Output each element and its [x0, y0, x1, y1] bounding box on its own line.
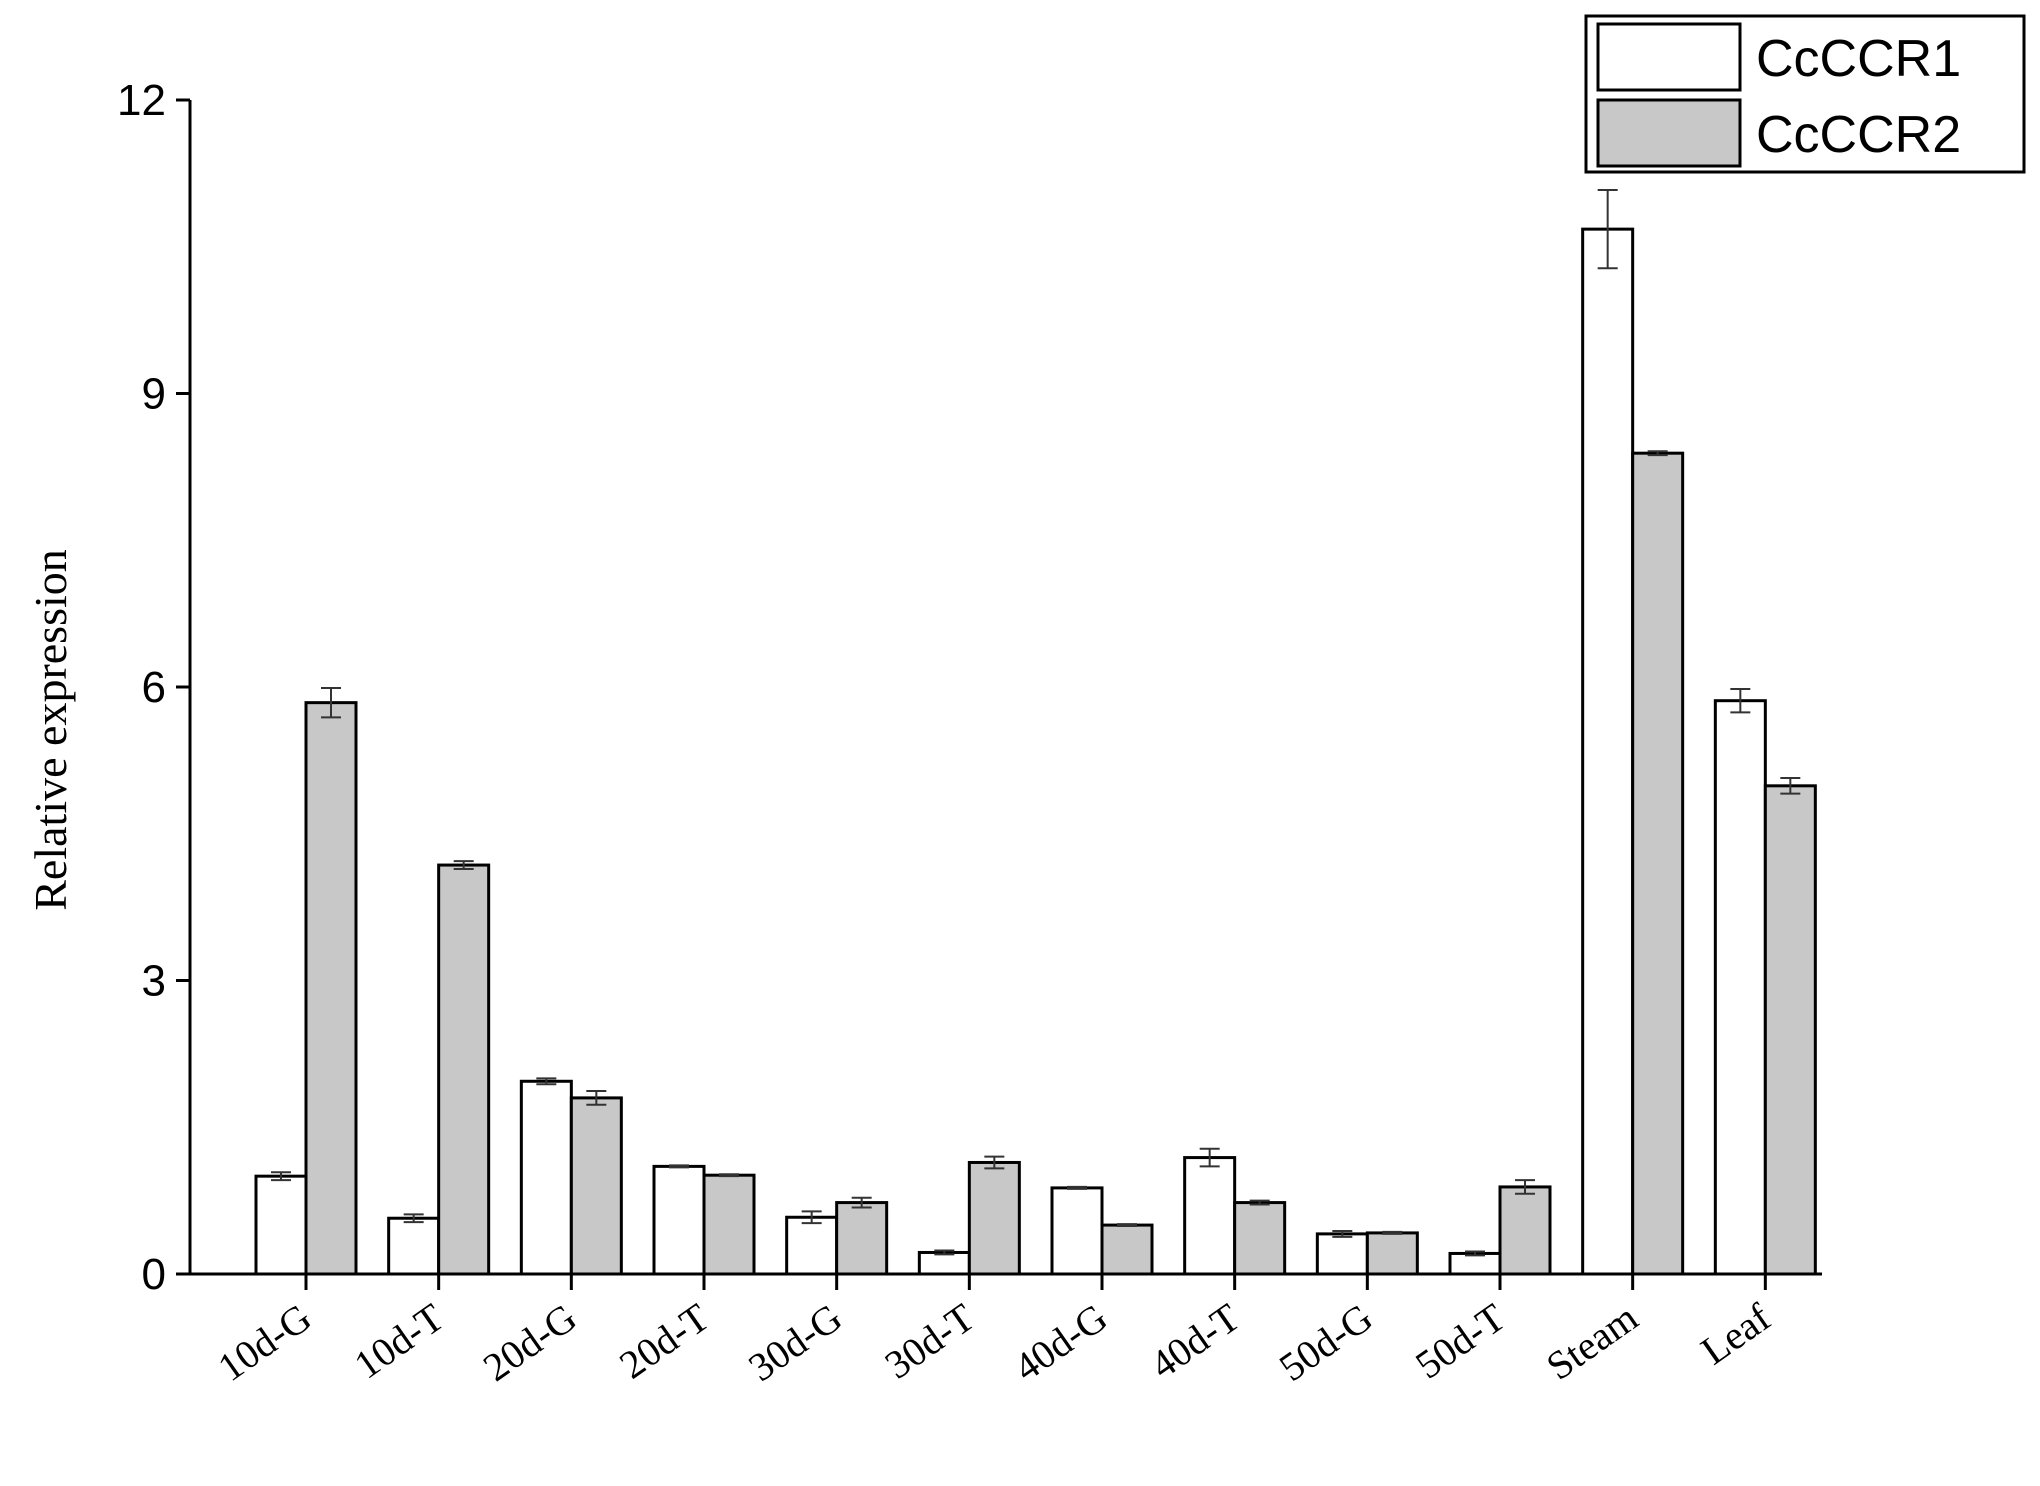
bar-ccccr2-40d-t	[1233, 1201, 1287, 1276]
plot-error-bars	[271, 189, 1801, 1257]
x-tick-label: 20d-T	[611, 1295, 717, 1388]
bar-ccccr1-30d-g	[785, 1215, 839, 1276]
error-bar	[321, 686, 341, 719]
error-bar	[453, 860, 474, 870]
error-bar	[1465, 1250, 1485, 1257]
bar-ccccr1-20d-g	[519, 1079, 573, 1276]
error-bar	[403, 1213, 424, 1224]
bar-ccccr2-20d-g	[569, 1096, 623, 1276]
y-axis-title: Relative expression	[25, 549, 76, 911]
error-bar	[1382, 1230, 1403, 1235]
error-bar	[1067, 1185, 1087, 1190]
error-bar	[719, 1173, 739, 1178]
y-tick-label: 9	[142, 370, 166, 419]
error-bar	[1117, 1223, 1137, 1228]
bar-ccccr2-30d-g	[835, 1201, 889, 1276]
bar-ccccr1-50d-t	[1448, 1251, 1502, 1276]
bar-ccccr1-20d-t	[652, 1164, 706, 1276]
error-bar	[1647, 450, 1668, 457]
bar-ccccr1-steam	[1581, 227, 1635, 1276]
y-tick-label: 0	[142, 1250, 166, 1299]
bar-ccccr2-50d-t	[1498, 1185, 1552, 1276]
bar-ccccr1-30d-t	[917, 1250, 971, 1276]
x-tick-label: Steam	[1538, 1295, 1646, 1389]
x-tick-label: 40d-T	[1142, 1295, 1248, 1388]
y-tick-label: 3	[142, 957, 166, 1006]
error-bar	[984, 1155, 1005, 1170]
bar-ccccr2-20d-t	[702, 1173, 756, 1276]
legend-label-ccr2: CcCCR2	[1756, 106, 1961, 164]
legend-label-ccr1: CcCCR1	[1756, 30, 1961, 88]
bar-ccccr2-steam	[1631, 451, 1685, 1276]
error-bar	[1249, 1199, 1270, 1206]
plot-bars	[254, 227, 1817, 1276]
bar-ccccr1-10d-g	[254, 1174, 308, 1276]
bar-ccccr2-leaf	[1763, 784, 1817, 1276]
bar-ccccr2-50d-g	[1365, 1231, 1419, 1276]
x-tick-label: Leaf	[1693, 1294, 1779, 1373]
error-bar	[536, 1077, 557, 1086]
y-tick-label: 6	[142, 663, 166, 712]
error-bar	[1199, 1147, 1220, 1168]
bar-ccccr2-10d-t	[437, 863, 491, 1276]
bar-ccccr1-40d-g	[1050, 1186, 1104, 1276]
legend-swatch-ccr1	[1596, 22, 1742, 92]
x-tick-label: 40d-G	[1006, 1295, 1116, 1390]
y-axis-ticks: 0 3 6 9 12	[117, 76, 190, 1299]
bar-ccccr2-30d-t	[967, 1160, 1021, 1276]
x-tick-label: 50d-T	[1407, 1295, 1513, 1388]
x-tick-label: 10d-T	[346, 1295, 452, 1388]
error-bar	[1780, 776, 1801, 795]
legend-swatch-ccr2	[1596, 98, 1742, 168]
error-bar	[934, 1249, 955, 1256]
error-bar	[1332, 1229, 1353, 1238]
x-tick-label: 50d-G	[1271, 1295, 1381, 1390]
error-bar	[1597, 189, 1618, 270]
error-bar	[1515, 1179, 1535, 1195]
bar-ccccr1-50d-g	[1315, 1232, 1369, 1276]
error-bar	[271, 1171, 291, 1182]
x-tick-label: 20d-G	[475, 1295, 585, 1390]
y-tick-label: 12	[117, 76, 166, 125]
bar-ccccr1-leaf	[1713, 699, 1767, 1276]
error-bar	[586, 1090, 607, 1106]
error-bar	[1730, 687, 1751, 714]
bar-ccccr2-40d-g	[1100, 1223, 1154, 1276]
x-axis-ticks: 10d-G 10d-T 20d-G 20d-T 30d-G 30d-T 40d-G 40d-T…	[210, 1274, 1779, 1390]
bar-ccccr2-10d-g	[304, 701, 358, 1276]
x-tick-label: 30d-G	[740, 1295, 850, 1390]
error-bar	[669, 1164, 689, 1169]
x-tick-label: 10d-G	[210, 1295, 320, 1390]
error-bar	[801, 1210, 822, 1225]
bar-ccccr1-40d-t	[1183, 1156, 1237, 1276]
bar-ccccr1-10d-t	[387, 1216, 441, 1276]
legend: CcCCR1 CcCCR2	[1584, 14, 2026, 174]
error-bar	[851, 1196, 872, 1209]
x-tick-label: 30d-T	[877, 1295, 983, 1388]
